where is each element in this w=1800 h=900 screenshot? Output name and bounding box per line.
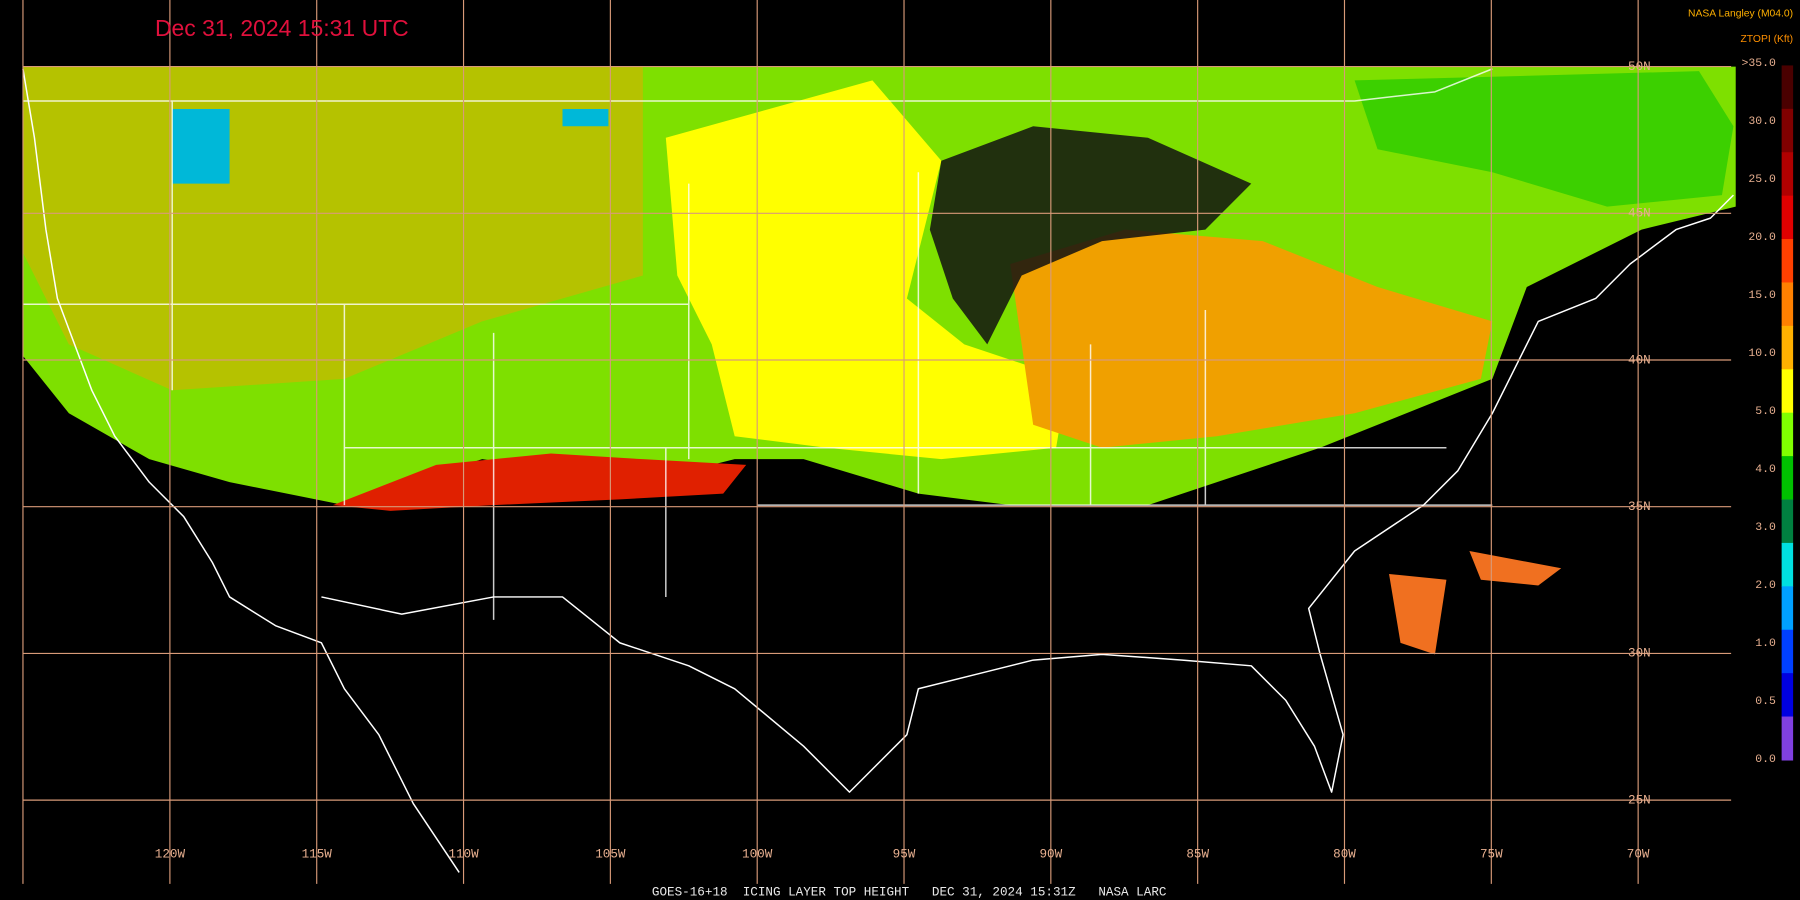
longitude-label: 80W	[1333, 846, 1356, 861]
legend-label: 20.0	[1748, 231, 1776, 244]
legend-label: 10.0	[1748, 347, 1776, 360]
timestamp: Dec 31, 2024 15:31 UTC	[155, 15, 409, 41]
legend-swatch	[1781, 629, 1794, 674]
legend-swatch	[1781, 673, 1794, 718]
latitude-label: 45N	[1628, 206, 1651, 221]
longitude-label: 105W	[595, 846, 626, 861]
legend-label: 5.0	[1755, 405, 1776, 418]
cyan-patches	[172, 109, 609, 184]
longitude-label: 70W	[1627, 846, 1650, 861]
legend-label: 25.0	[1748, 173, 1776, 186]
dark-swirl	[929, 126, 1252, 345]
legend-label: 0.5	[1755, 695, 1776, 708]
legend-label: >35.0	[1741, 57, 1776, 70]
legend-label: 30.0	[1748, 115, 1776, 128]
graticule: 50N 45N 40N 35N 30N 25N 120W 115W 110W 105W 100W 95…	[22, 0, 1732, 884]
legend-swatch	[1781, 239, 1794, 284]
orange-region	[1010, 229, 1493, 448]
legend-label: 4.0	[1755, 463, 1776, 476]
footer-caption: GOES-16+18 ICING LAYER TOP HEIGHT DEC 31…	[652, 884, 1167, 899]
legend-swatch	[1781, 499, 1794, 544]
legend-label: 2.0	[1755, 579, 1776, 592]
longitude-label: 110W	[448, 846, 479, 861]
legend-label: 0.0	[1755, 753, 1776, 766]
legend-swatch	[1781, 325, 1794, 370]
legend-label: 15.0	[1748, 289, 1776, 302]
legend-swatch	[1781, 152, 1794, 197]
coastlines	[22, 68, 1734, 873]
longitude-label: 115W	[302, 846, 333, 861]
latitude-label: 25N	[1628, 792, 1651, 807]
legend-swatch	[1781, 195, 1794, 240]
legend-swatch	[1781, 542, 1794, 587]
legend-swatch	[1781, 456, 1794, 501]
latitude-label: 50N	[1628, 59, 1651, 74]
state-borders	[22, 68, 1493, 620]
longitude-label: 90W	[1039, 846, 1062, 861]
latitude-label: 35N	[1628, 499, 1651, 514]
latitude-label: 40N	[1628, 352, 1651, 367]
us-coastline	[22, 68, 1734, 873]
legend-swatch	[1781, 108, 1794, 153]
legend-swatch	[1781, 65, 1794, 110]
longitude-label: 75W	[1480, 846, 1503, 861]
legend-swatch	[1781, 716, 1794, 761]
legend-label: 3.0	[1755, 521, 1776, 534]
longitude-label: 120W	[155, 846, 186, 861]
color-legend: >35.0 30.0 25.0 20.0 15.0 10.0 5.0 4.0 3.0 2.0 1.0…	[1741, 57, 1794, 766]
longitude-label: 95W	[893, 846, 916, 861]
latitude-label: 30N	[1628, 646, 1651, 661]
legend-swatch	[1781, 586, 1794, 631]
legend-swatch	[1781, 282, 1794, 327]
red-streak	[332, 453, 747, 511]
orange-patches	[1389, 551, 1562, 655]
longitude-label: 85W	[1186, 846, 1209, 861]
legend-swatch	[1781, 412, 1794, 457]
yellow-region	[665, 80, 1068, 460]
legend-label: 1.0	[1755, 637, 1776, 650]
source-label: NASA Langley (M04.0)	[1688, 9, 1793, 20]
legend-swatch	[1781, 369, 1794, 414]
legend-title: ZTOPI (Kft)	[1741, 34, 1794, 45]
longitude-label: 100W	[742, 846, 773, 861]
